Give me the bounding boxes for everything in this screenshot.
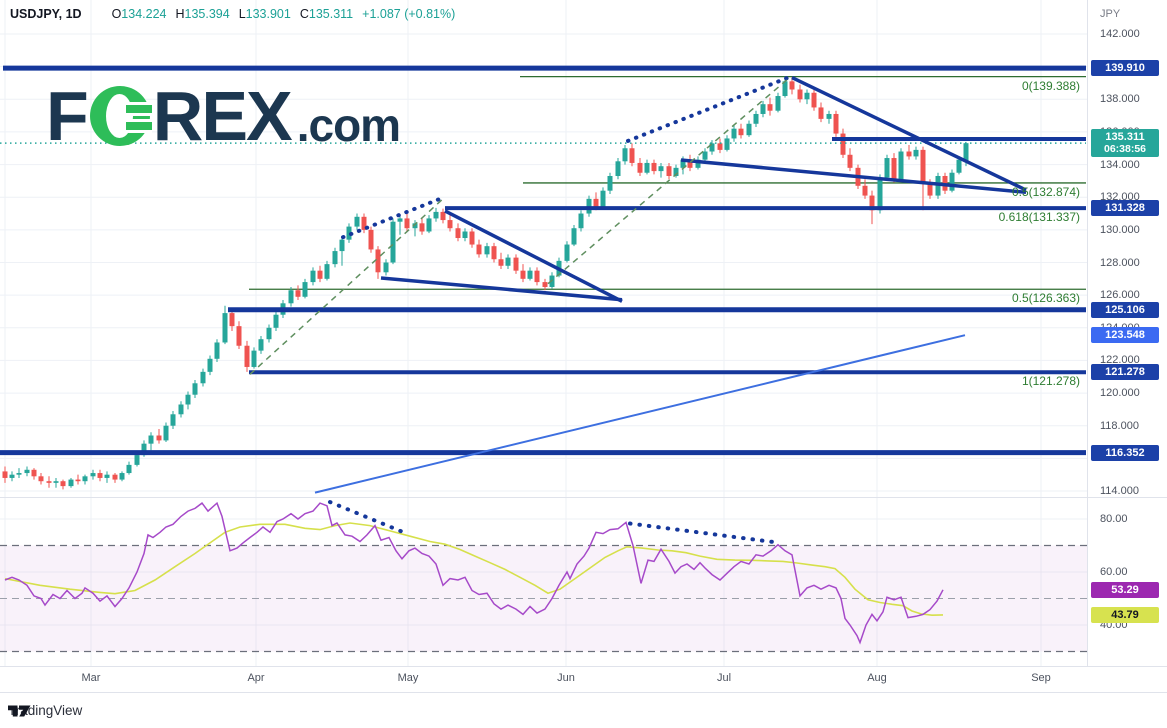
forex-logo-o-icon bbox=[89, 86, 152, 146]
month-label: Apr bbox=[247, 672, 265, 684]
rsi-value-badge: 53.29 bbox=[1091, 581, 1159, 598]
close-value: C135.311 bbox=[300, 7, 353, 21]
rsi-tick: 80.00 bbox=[1100, 513, 1128, 525]
high-number: 135.394 bbox=[184, 7, 230, 21]
price-axis[interactable]: JPY 142.000140.000138.000136.000134.0001… bbox=[1087, 0, 1167, 692]
high-label: H bbox=[175, 7, 185, 21]
month-label: Jul bbox=[716, 672, 732, 684]
high-value: H135.394 bbox=[175, 7, 229, 21]
time-axis-separator bbox=[0, 666, 1167, 667]
month-label: Aug bbox=[867, 672, 887, 684]
forex-logo-letters-rex: REX bbox=[152, 77, 293, 155]
price-tick: 130.000 bbox=[1100, 223, 1140, 236]
low-value: L133.901 bbox=[239, 7, 291, 21]
forex-com-logo: F REX .com bbox=[46, 77, 401, 155]
month-label: Jun bbox=[557, 672, 575, 684]
price-tick: 114.000 bbox=[1100, 485, 1139, 497]
fib-level-label: 0.5(132.874) bbox=[1011, 184, 1080, 199]
price-tick: 134.000 bbox=[1100, 158, 1140, 171]
low-number: 133.901 bbox=[245, 7, 291, 21]
change-value: +1.087 (+0.81%) bbox=[362, 7, 456, 21]
fib-level-label: 1(121.278) bbox=[1021, 374, 1080, 389]
tradingview-icon bbox=[8, 705, 31, 717]
price-tick: 138.000 bbox=[1100, 93, 1140, 106]
rsi-value-badge: 43.79 bbox=[1091, 606, 1159, 623]
forex-logo-o-bar bbox=[125, 102, 152, 116]
close-label: C bbox=[299, 7, 309, 21]
price-level-badge: 121.278 bbox=[1091, 364, 1159, 381]
price-axis-unit: JPY bbox=[1100, 8, 1121, 20]
open-number: 134.224 bbox=[121, 7, 167, 21]
price-tick: 122.000 bbox=[1100, 354, 1140, 367]
symbol-legend: USDJPY, 1D O134.224 H135.394 L133.901 C1… bbox=[10, 7, 455, 21]
symbol-title[interactable]: USDJPY, 1D bbox=[10, 7, 82, 21]
price-tick: 128.000 bbox=[1100, 256, 1140, 269]
price-tick: 118.000 bbox=[1100, 419, 1139, 432]
chart-bottom-border bbox=[0, 692, 1167, 693]
month-label: Sep bbox=[1031, 672, 1051, 684]
tradingview-attribution[interactable]: TradingView bbox=[8, 703, 82, 718]
fib-level-label: 0.5(126.363) bbox=[1011, 291, 1080, 306]
time-axis[interactable]: Mar Apr May Jun Jul Aug Sep bbox=[0, 666, 1167, 692]
low-label: L bbox=[238, 7, 246, 21]
fib-level-label: 0(139.388) bbox=[1021, 78, 1080, 93]
fib-level-label: 0.618(131.337) bbox=[998, 210, 1080, 225]
price-level-badge: 131.328 bbox=[1091, 200, 1159, 217]
bar-countdown: 06:38:56 bbox=[1103, 143, 1147, 156]
month-label: Mar bbox=[81, 672, 101, 684]
open-value: O134.224 bbox=[112, 7, 167, 21]
price-tick: 126.000 bbox=[1100, 289, 1140, 302]
price-tick: 120.000 bbox=[1100, 387, 1140, 400]
forex-logo-letter-f: F bbox=[46, 77, 89, 155]
forex-logo-o-bar bbox=[125, 119, 152, 133]
price-level-badge: 125.106 bbox=[1091, 301, 1159, 318]
price-level-badge: 123.548 bbox=[1091, 327, 1159, 344]
price-tick: 142.000 bbox=[1100, 28, 1140, 40]
month-label: May bbox=[397, 672, 419, 684]
ohlc-values: O134.224 H135.394 L133.901 C135.311 +1.0… bbox=[112, 7, 456, 21]
current-price-badge: 135.311 06:38:56 bbox=[1091, 129, 1159, 158]
pane-separator[interactable] bbox=[0, 497, 1167, 498]
chart-canvas[interactable] bbox=[0, 0, 1087, 692]
forex-logo-dot-com: .com bbox=[296, 99, 401, 151]
price-level-badge: 139.910 bbox=[1091, 60, 1159, 77]
open-label: O bbox=[111, 7, 122, 21]
price-level-badge: 116.352 bbox=[1091, 444, 1159, 461]
close-number: 135.311 bbox=[308, 7, 354, 21]
rsi-tick: 60.00 bbox=[1100, 566, 1128, 578]
